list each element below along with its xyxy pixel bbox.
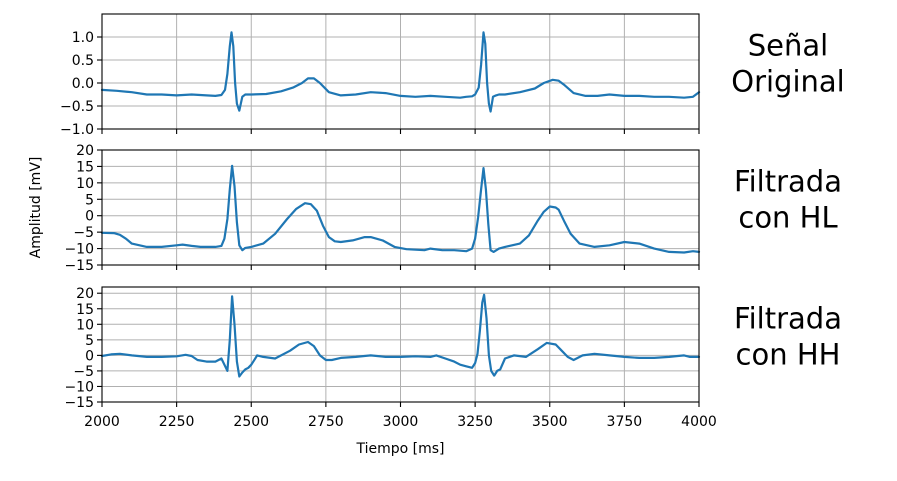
y-tick-label: 15 <box>76 159 94 175</box>
x-tick-label: 3250 <box>457 414 493 430</box>
x-tick-label: 3500 <box>532 414 568 430</box>
y-tick-label: 0.5 <box>72 53 94 69</box>
x-tick-label: 2500 <box>233 414 269 430</box>
y-tick-label: 10 <box>76 176 94 192</box>
x-tick-label: 3750 <box>607 414 643 430</box>
y-tick-label: −5 <box>73 225 94 241</box>
y-tick-label: −15 <box>64 258 94 274</box>
y-tick-label: 1.0 <box>72 30 94 46</box>
y-tick-label: 5 <box>85 192 94 208</box>
x-tick-label: 3000 <box>383 414 419 430</box>
y-tick-label: 20 <box>76 286 94 302</box>
y-tick-label: −0.5 <box>60 99 94 115</box>
x-tick-label: 2000 <box>84 414 120 430</box>
series-line-panel-1 <box>100 31 701 113</box>
y-tick-label: 5 <box>85 333 94 349</box>
series-line-panel-3 <box>100 293 701 378</box>
x-axis-label: Tiempo [ms] <box>355 441 444 457</box>
y-tick-label: −10 <box>64 379 94 395</box>
y-tick-label: 0 <box>85 348 94 364</box>
panel-side-label: con HH <box>736 338 841 372</box>
y-tick-label: −10 <box>64 242 94 258</box>
x-tick-label: 2750 <box>308 414 344 430</box>
panel-side-label: Original <box>731 65 844 99</box>
y-tick-label: 0 <box>85 209 94 225</box>
y-tick-label: −15 <box>64 395 94 411</box>
x-tick-label: 2250 <box>159 414 195 430</box>
series-line-panel-2 <box>100 164 701 254</box>
x-tick-label: 4000 <box>681 414 717 430</box>
y-axis-label: Amplitud [mV] <box>28 157 44 259</box>
panel-side-label: Filtrada <box>734 165 842 199</box>
y-tick-label: −5 <box>73 364 94 380</box>
panel-side-label: Señal <box>748 29 828 63</box>
y-tick-label: 10 <box>76 317 94 333</box>
y-tick-label: −1.0 <box>60 122 94 138</box>
y-tick-label: 0.0 <box>72 76 94 92</box>
y-tick-label: 15 <box>76 302 94 318</box>
panel-side-label: con HL <box>738 201 837 235</box>
panel-side-label: Filtrada <box>734 302 842 336</box>
y-tick-label: 20 <box>76 143 94 159</box>
